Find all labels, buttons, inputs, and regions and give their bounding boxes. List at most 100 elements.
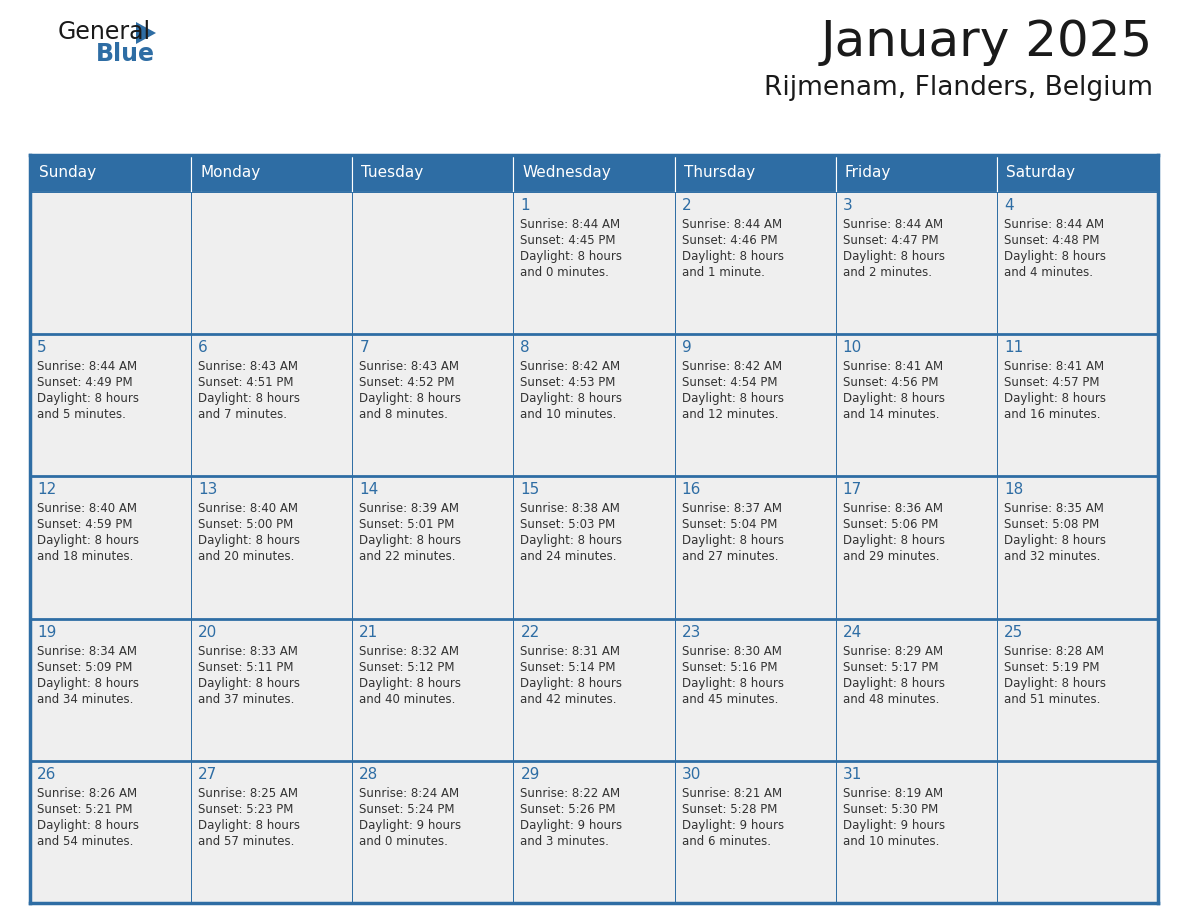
- Bar: [675, 155, 835, 192]
- Text: Sunrise: 8:43 AM: Sunrise: 8:43 AM: [198, 360, 298, 374]
- Text: Daylight: 8 hours: Daylight: 8 hours: [842, 250, 944, 263]
- Text: Daylight: 9 hours: Daylight: 9 hours: [359, 819, 461, 832]
- Text: and 3 minutes.: and 3 minutes.: [520, 834, 609, 848]
- Bar: [675, 192, 835, 334]
- Text: Sunrise: 8:44 AM: Sunrise: 8:44 AM: [842, 218, 943, 231]
- Text: Daylight: 8 hours: Daylight: 8 hours: [198, 534, 301, 547]
- Text: 21: 21: [359, 624, 379, 640]
- Text: Sunrise: 8:31 AM: Sunrise: 8:31 AM: [520, 644, 620, 657]
- Bar: [997, 334, 1158, 476]
- Text: Sunset: 4:46 PM: Sunset: 4:46 PM: [682, 234, 777, 247]
- Polygon shape: [135, 22, 156, 44]
- Text: 15: 15: [520, 482, 539, 498]
- Text: Sunset: 5:16 PM: Sunset: 5:16 PM: [682, 661, 777, 674]
- Bar: [191, 761, 353, 903]
- Text: 8: 8: [520, 341, 530, 355]
- Text: and 42 minutes.: and 42 minutes.: [520, 692, 617, 706]
- Text: Daylight: 8 hours: Daylight: 8 hours: [37, 677, 139, 689]
- Text: Daylight: 8 hours: Daylight: 8 hours: [359, 677, 461, 689]
- Bar: [835, 619, 997, 761]
- Text: and 20 minutes.: and 20 minutes.: [198, 551, 295, 564]
- Text: and 22 minutes.: and 22 minutes.: [359, 551, 456, 564]
- Text: Sunrise: 8:40 AM: Sunrise: 8:40 AM: [37, 502, 137, 515]
- Text: Sunrise: 8:35 AM: Sunrise: 8:35 AM: [1004, 502, 1104, 515]
- Text: January 2025: January 2025: [821, 18, 1154, 66]
- Text: and 29 minutes.: and 29 minutes.: [842, 551, 940, 564]
- Text: Monday: Monday: [200, 165, 260, 180]
- Text: 10: 10: [842, 341, 862, 355]
- Text: and 27 minutes.: and 27 minutes.: [682, 551, 778, 564]
- Text: Sunset: 5:03 PM: Sunset: 5:03 PM: [520, 519, 615, 532]
- Text: Daylight: 8 hours: Daylight: 8 hours: [520, 534, 623, 547]
- Text: Tuesday: Tuesday: [361, 165, 424, 180]
- Text: Sunset: 4:48 PM: Sunset: 4:48 PM: [1004, 234, 1099, 247]
- Text: 14: 14: [359, 482, 379, 498]
- Text: Daylight: 8 hours: Daylight: 8 hours: [37, 819, 139, 832]
- Text: and 2 minutes.: and 2 minutes.: [842, 266, 931, 279]
- Text: 12: 12: [37, 482, 56, 498]
- Text: Sunrise: 8:24 AM: Sunrise: 8:24 AM: [359, 787, 460, 800]
- Text: and 40 minutes.: and 40 minutes.: [359, 692, 456, 706]
- Bar: [353, 334, 513, 476]
- Text: Sunset: 4:54 PM: Sunset: 4:54 PM: [682, 376, 777, 389]
- Bar: [997, 619, 1158, 761]
- Text: Sunset: 5:30 PM: Sunset: 5:30 PM: [842, 803, 939, 816]
- Text: Sunset: 4:51 PM: Sunset: 4:51 PM: [198, 376, 293, 389]
- Text: Sunrise: 8:38 AM: Sunrise: 8:38 AM: [520, 502, 620, 515]
- Text: Sunrise: 8:33 AM: Sunrise: 8:33 AM: [198, 644, 298, 657]
- Text: 2: 2: [682, 198, 691, 213]
- Text: Sunrise: 8:44 AM: Sunrise: 8:44 AM: [37, 360, 137, 374]
- Text: Sunrise: 8:41 AM: Sunrise: 8:41 AM: [1004, 360, 1104, 374]
- Text: Sunrise: 8:32 AM: Sunrise: 8:32 AM: [359, 644, 460, 657]
- Text: Wednesday: Wednesday: [523, 165, 611, 180]
- Text: Sunset: 5:28 PM: Sunset: 5:28 PM: [682, 803, 777, 816]
- Text: 28: 28: [359, 767, 379, 782]
- Bar: [353, 619, 513, 761]
- Text: Sunset: 5:00 PM: Sunset: 5:00 PM: [198, 519, 293, 532]
- Text: Daylight: 8 hours: Daylight: 8 hours: [682, 392, 784, 405]
- Text: Sunset: 5:04 PM: Sunset: 5:04 PM: [682, 519, 777, 532]
- Text: and 37 minutes.: and 37 minutes.: [198, 692, 295, 706]
- Text: Sunrise: 8:41 AM: Sunrise: 8:41 AM: [842, 360, 943, 374]
- Text: 27: 27: [198, 767, 217, 782]
- Text: and 14 minutes.: and 14 minutes.: [842, 409, 940, 421]
- Text: and 54 minutes.: and 54 minutes.: [37, 834, 133, 848]
- Text: Sunrise: 8:28 AM: Sunrise: 8:28 AM: [1004, 644, 1104, 657]
- Text: Daylight: 8 hours: Daylight: 8 hours: [198, 819, 301, 832]
- Text: Sunset: 4:53 PM: Sunset: 4:53 PM: [520, 376, 615, 389]
- Text: Daylight: 8 hours: Daylight: 8 hours: [520, 250, 623, 263]
- Bar: [997, 192, 1158, 334]
- Bar: [191, 619, 353, 761]
- Text: 25: 25: [1004, 624, 1023, 640]
- Text: 24: 24: [842, 624, 862, 640]
- Text: 5: 5: [37, 341, 46, 355]
- Text: Daylight: 8 hours: Daylight: 8 hours: [682, 250, 784, 263]
- Text: Daylight: 9 hours: Daylight: 9 hours: [520, 819, 623, 832]
- Text: 13: 13: [198, 482, 217, 498]
- Text: Sunrise: 8:21 AM: Sunrise: 8:21 AM: [682, 787, 782, 800]
- Text: and 16 minutes.: and 16 minutes.: [1004, 409, 1100, 421]
- Text: Sunset: 5:08 PM: Sunset: 5:08 PM: [1004, 519, 1099, 532]
- Text: Thursday: Thursday: [683, 165, 754, 180]
- Text: Daylight: 8 hours: Daylight: 8 hours: [842, 534, 944, 547]
- Bar: [513, 761, 675, 903]
- Text: Sunset: 5:01 PM: Sunset: 5:01 PM: [359, 519, 455, 532]
- Text: Friday: Friday: [845, 165, 891, 180]
- Bar: [30, 619, 191, 761]
- Bar: [835, 334, 997, 476]
- Text: 4: 4: [1004, 198, 1013, 213]
- Text: Daylight: 9 hours: Daylight: 9 hours: [682, 819, 784, 832]
- Bar: [675, 619, 835, 761]
- Text: 3: 3: [842, 198, 853, 213]
- Text: Sunset: 5:14 PM: Sunset: 5:14 PM: [520, 661, 615, 674]
- Text: Daylight: 8 hours: Daylight: 8 hours: [1004, 250, 1106, 263]
- Text: and 57 minutes.: and 57 minutes.: [198, 834, 295, 848]
- Bar: [30, 476, 191, 619]
- Text: Daylight: 8 hours: Daylight: 8 hours: [520, 677, 623, 689]
- Text: and 12 minutes.: and 12 minutes.: [682, 409, 778, 421]
- Text: 30: 30: [682, 767, 701, 782]
- Bar: [191, 334, 353, 476]
- Text: 20: 20: [198, 624, 217, 640]
- Text: 9: 9: [682, 341, 691, 355]
- Text: and 8 minutes.: and 8 minutes.: [359, 409, 448, 421]
